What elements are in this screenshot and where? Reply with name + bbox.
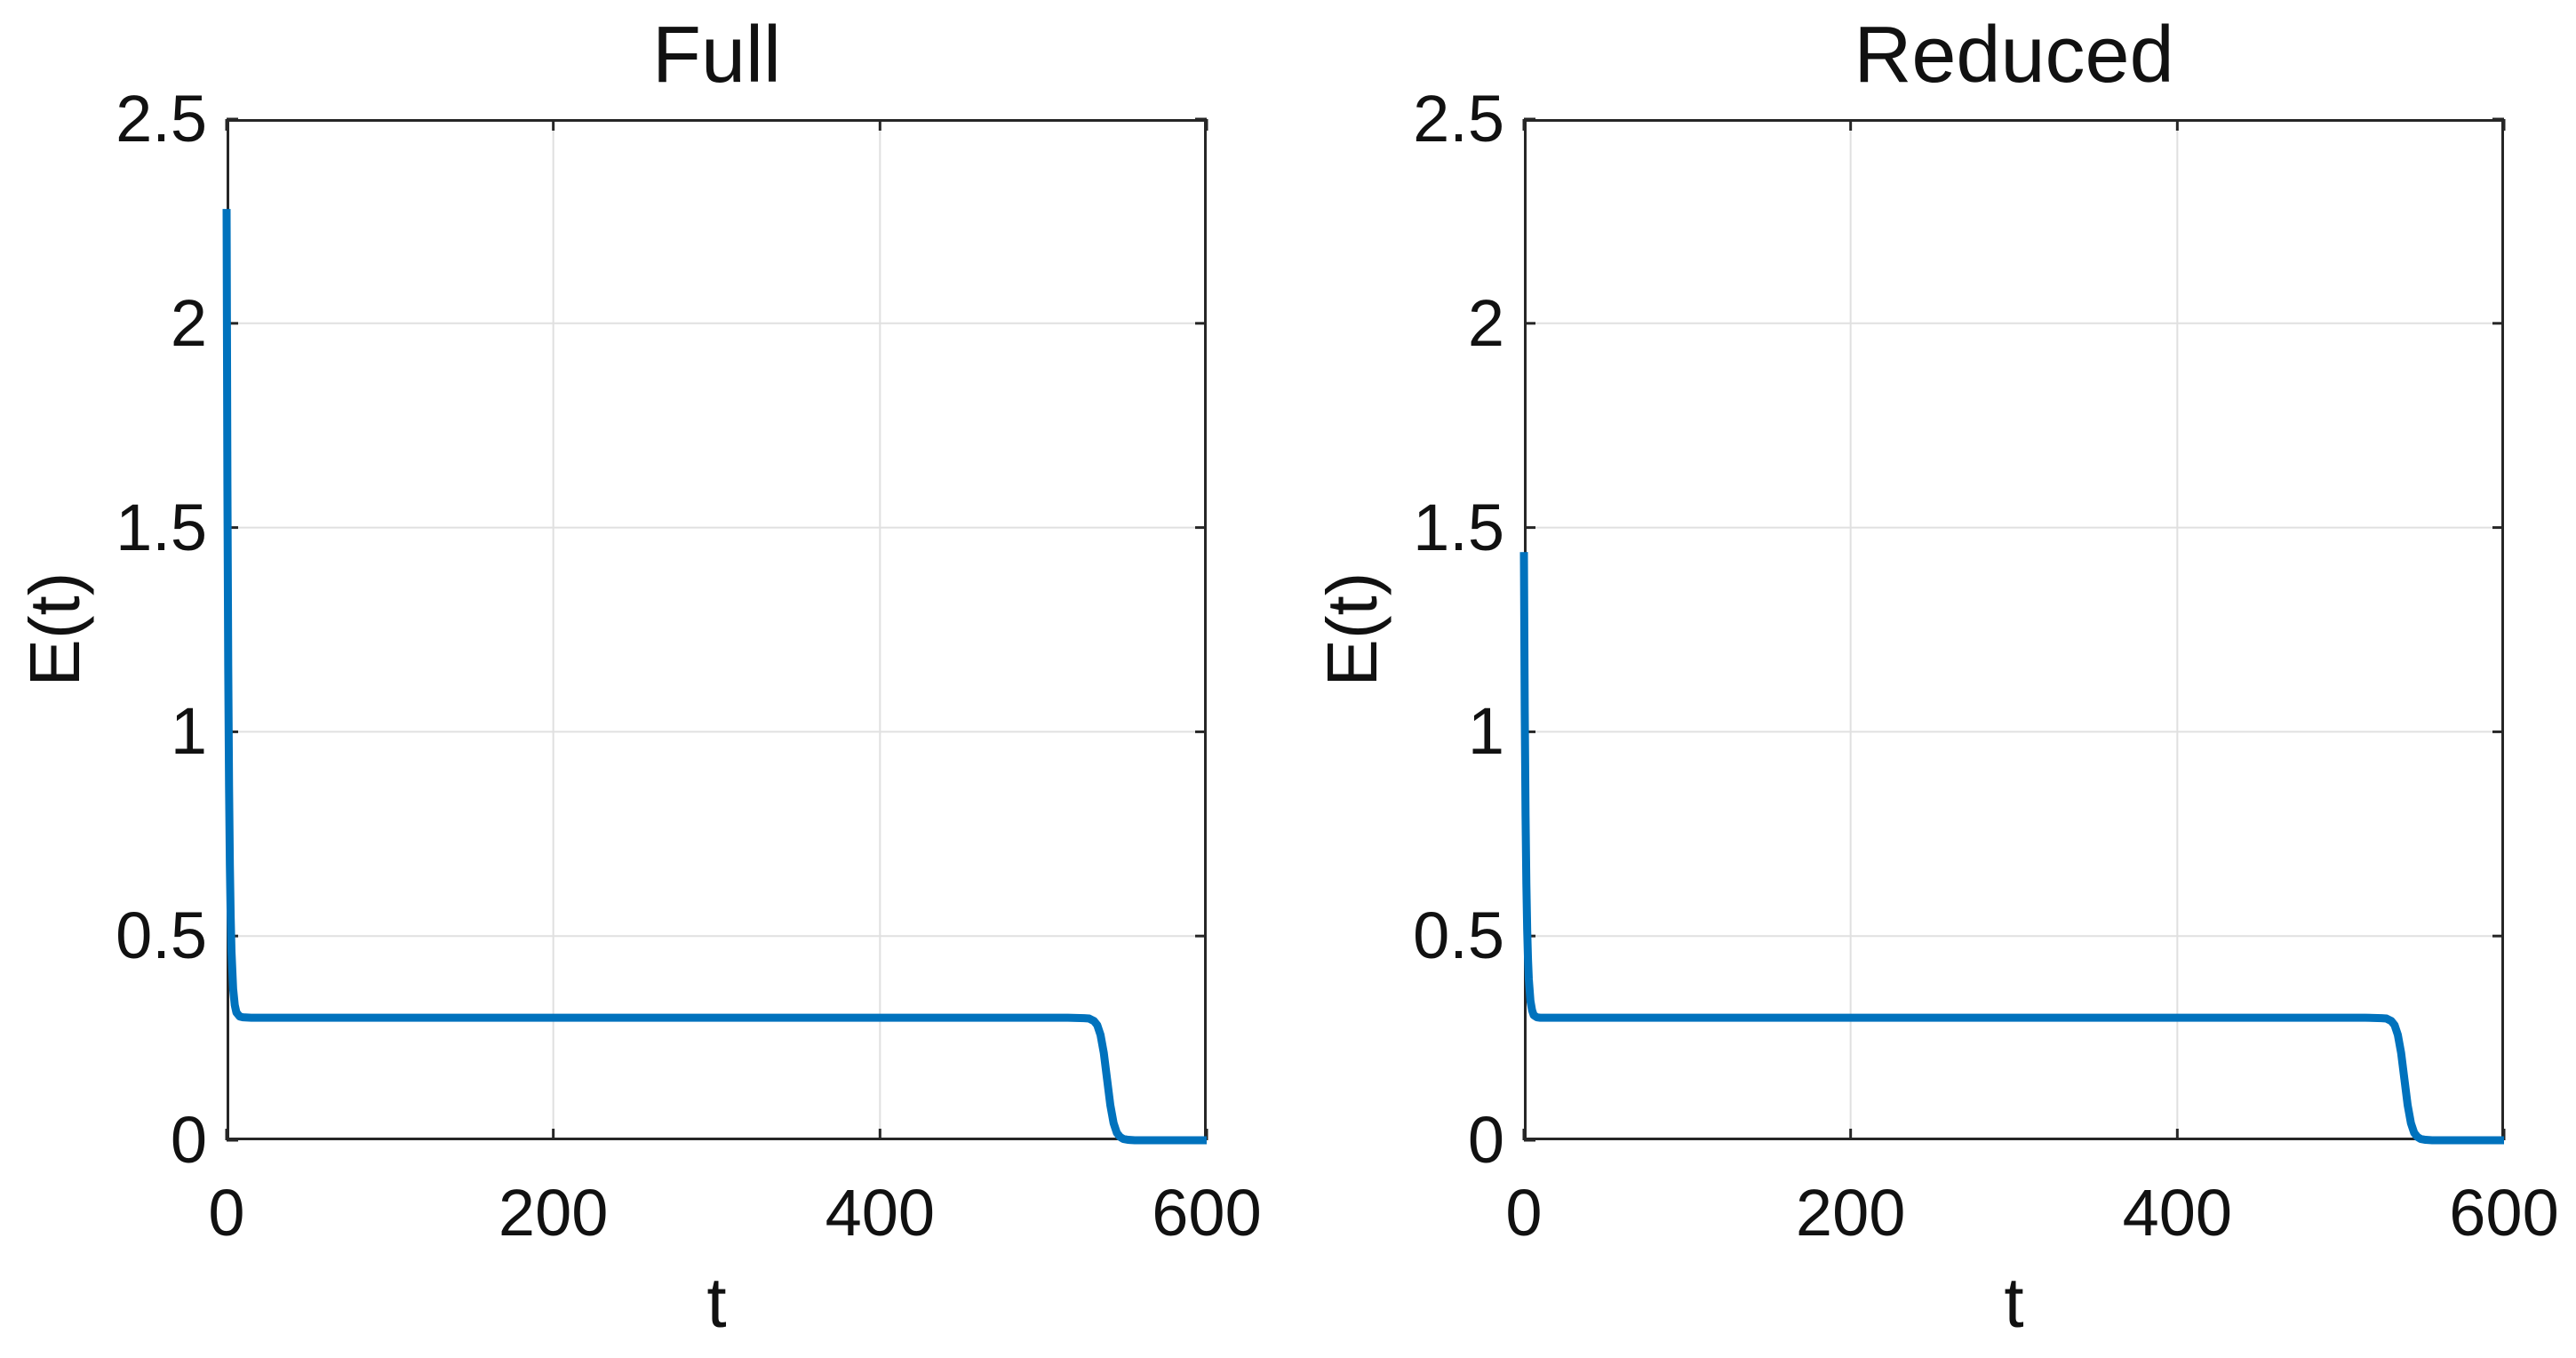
y-axis-label: E(t) <box>15 571 94 687</box>
x-tick-label: 600 <box>2449 1176 2559 1250</box>
x-tick-label: 0 <box>1505 1176 1543 1250</box>
y-tick-label: 1.5 <box>116 490 207 564</box>
x-tick-label: 600 <box>1152 1176 1262 1250</box>
x-axis-label: t <box>706 1263 727 1342</box>
x-tick-label: 400 <box>825 1176 936 1250</box>
x-axis-label: t <box>2004 1263 2024 1342</box>
y-tick-label: 1.5 <box>1413 490 1504 564</box>
data-line <box>1519 552 2504 1145</box>
y-tick-label: 2.5 <box>116 82 207 156</box>
panel-title-full: Full <box>651 11 782 100</box>
y-tick-label: 0 <box>170 1103 207 1177</box>
y-tick-label: 0 <box>1467 1103 1504 1177</box>
panel-title-reduced: Reduced <box>1854 11 2174 100</box>
y-tick-label: 0.5 <box>1413 899 1504 973</box>
x-tick-label: 400 <box>2122 1176 2233 1250</box>
y-tick-label: 0.5 <box>116 899 207 973</box>
plot-area-reduced <box>1519 117 2506 1145</box>
y-tick-label: 2 <box>1467 285 1504 360</box>
y-tick-label: 1 <box>1467 694 1504 769</box>
y-tick-label: 2.5 <box>1413 82 1504 156</box>
plot-border <box>1524 119 2504 1140</box>
x-tick-label: 200 <box>1795 1176 1906 1250</box>
y-axis-label: E(t) <box>1312 571 1392 687</box>
plot-area-full <box>222 117 1208 1145</box>
y-tick-label: 1 <box>170 694 207 769</box>
plot-border <box>227 119 1207 1140</box>
x-tick-label: 0 <box>208 1176 245 1250</box>
data-line <box>222 209 1207 1145</box>
x-tick-label: 200 <box>498 1176 609 1250</box>
y-tick-label: 2 <box>170 285 207 360</box>
